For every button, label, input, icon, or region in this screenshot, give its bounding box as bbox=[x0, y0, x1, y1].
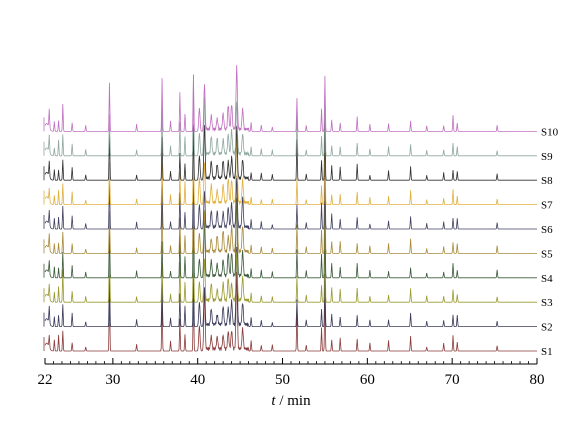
series-label-s1: S1 bbox=[541, 346, 553, 358]
series-line-s6 bbox=[44, 165, 537, 230]
series-label-s5: S5 bbox=[541, 248, 553, 260]
x-axis-label-var: t bbox=[271, 393, 276, 409]
series-line-s9 bbox=[44, 74, 537, 157]
x-axis: 22 30 40 50 60 70 80 bbox=[38, 358, 545, 388]
x-tick-label: 80 bbox=[530, 372, 545, 388]
series-line-s2 bbox=[44, 246, 537, 328]
x-tick-label: 30 bbox=[105, 372, 120, 388]
series-line-s3 bbox=[44, 229, 537, 303]
series-line-s1 bbox=[44, 272, 537, 352]
traces-layer bbox=[43, 65, 537, 352]
series-label-s2: S2 bbox=[541, 322, 553, 334]
series-label-s9: S9 bbox=[541, 151, 553, 163]
series-labels: S1 S2 S3 S4 S5 S6 S7 S8 S9 S10 bbox=[541, 126, 559, 358]
x-axis-label-unit: / min bbox=[276, 393, 312, 409]
x-tick-label: 60 bbox=[360, 372, 375, 388]
series-label-s8: S8 bbox=[541, 175, 553, 187]
series-label-s7: S7 bbox=[541, 200, 553, 212]
series-label-s4: S4 bbox=[541, 273, 553, 285]
series-line-s8 bbox=[44, 117, 537, 181]
series-label-s10: S10 bbox=[541, 126, 559, 138]
series-label-s6: S6 bbox=[541, 224, 553, 236]
x-tick-label: 70 bbox=[445, 372, 460, 388]
x-tick-label: 22 bbox=[38, 372, 53, 388]
x-tick-label: 40 bbox=[190, 372, 205, 388]
series-line-s10 bbox=[44, 65, 537, 132]
series-line-s5 bbox=[44, 169, 537, 254]
series-label-s3: S3 bbox=[541, 297, 553, 309]
x-tick-label: 50 bbox=[275, 372, 290, 388]
series-line-s4 bbox=[44, 193, 537, 279]
series-line-s7 bbox=[44, 133, 537, 206]
x-axis-label: t / min bbox=[271, 393, 311, 409]
